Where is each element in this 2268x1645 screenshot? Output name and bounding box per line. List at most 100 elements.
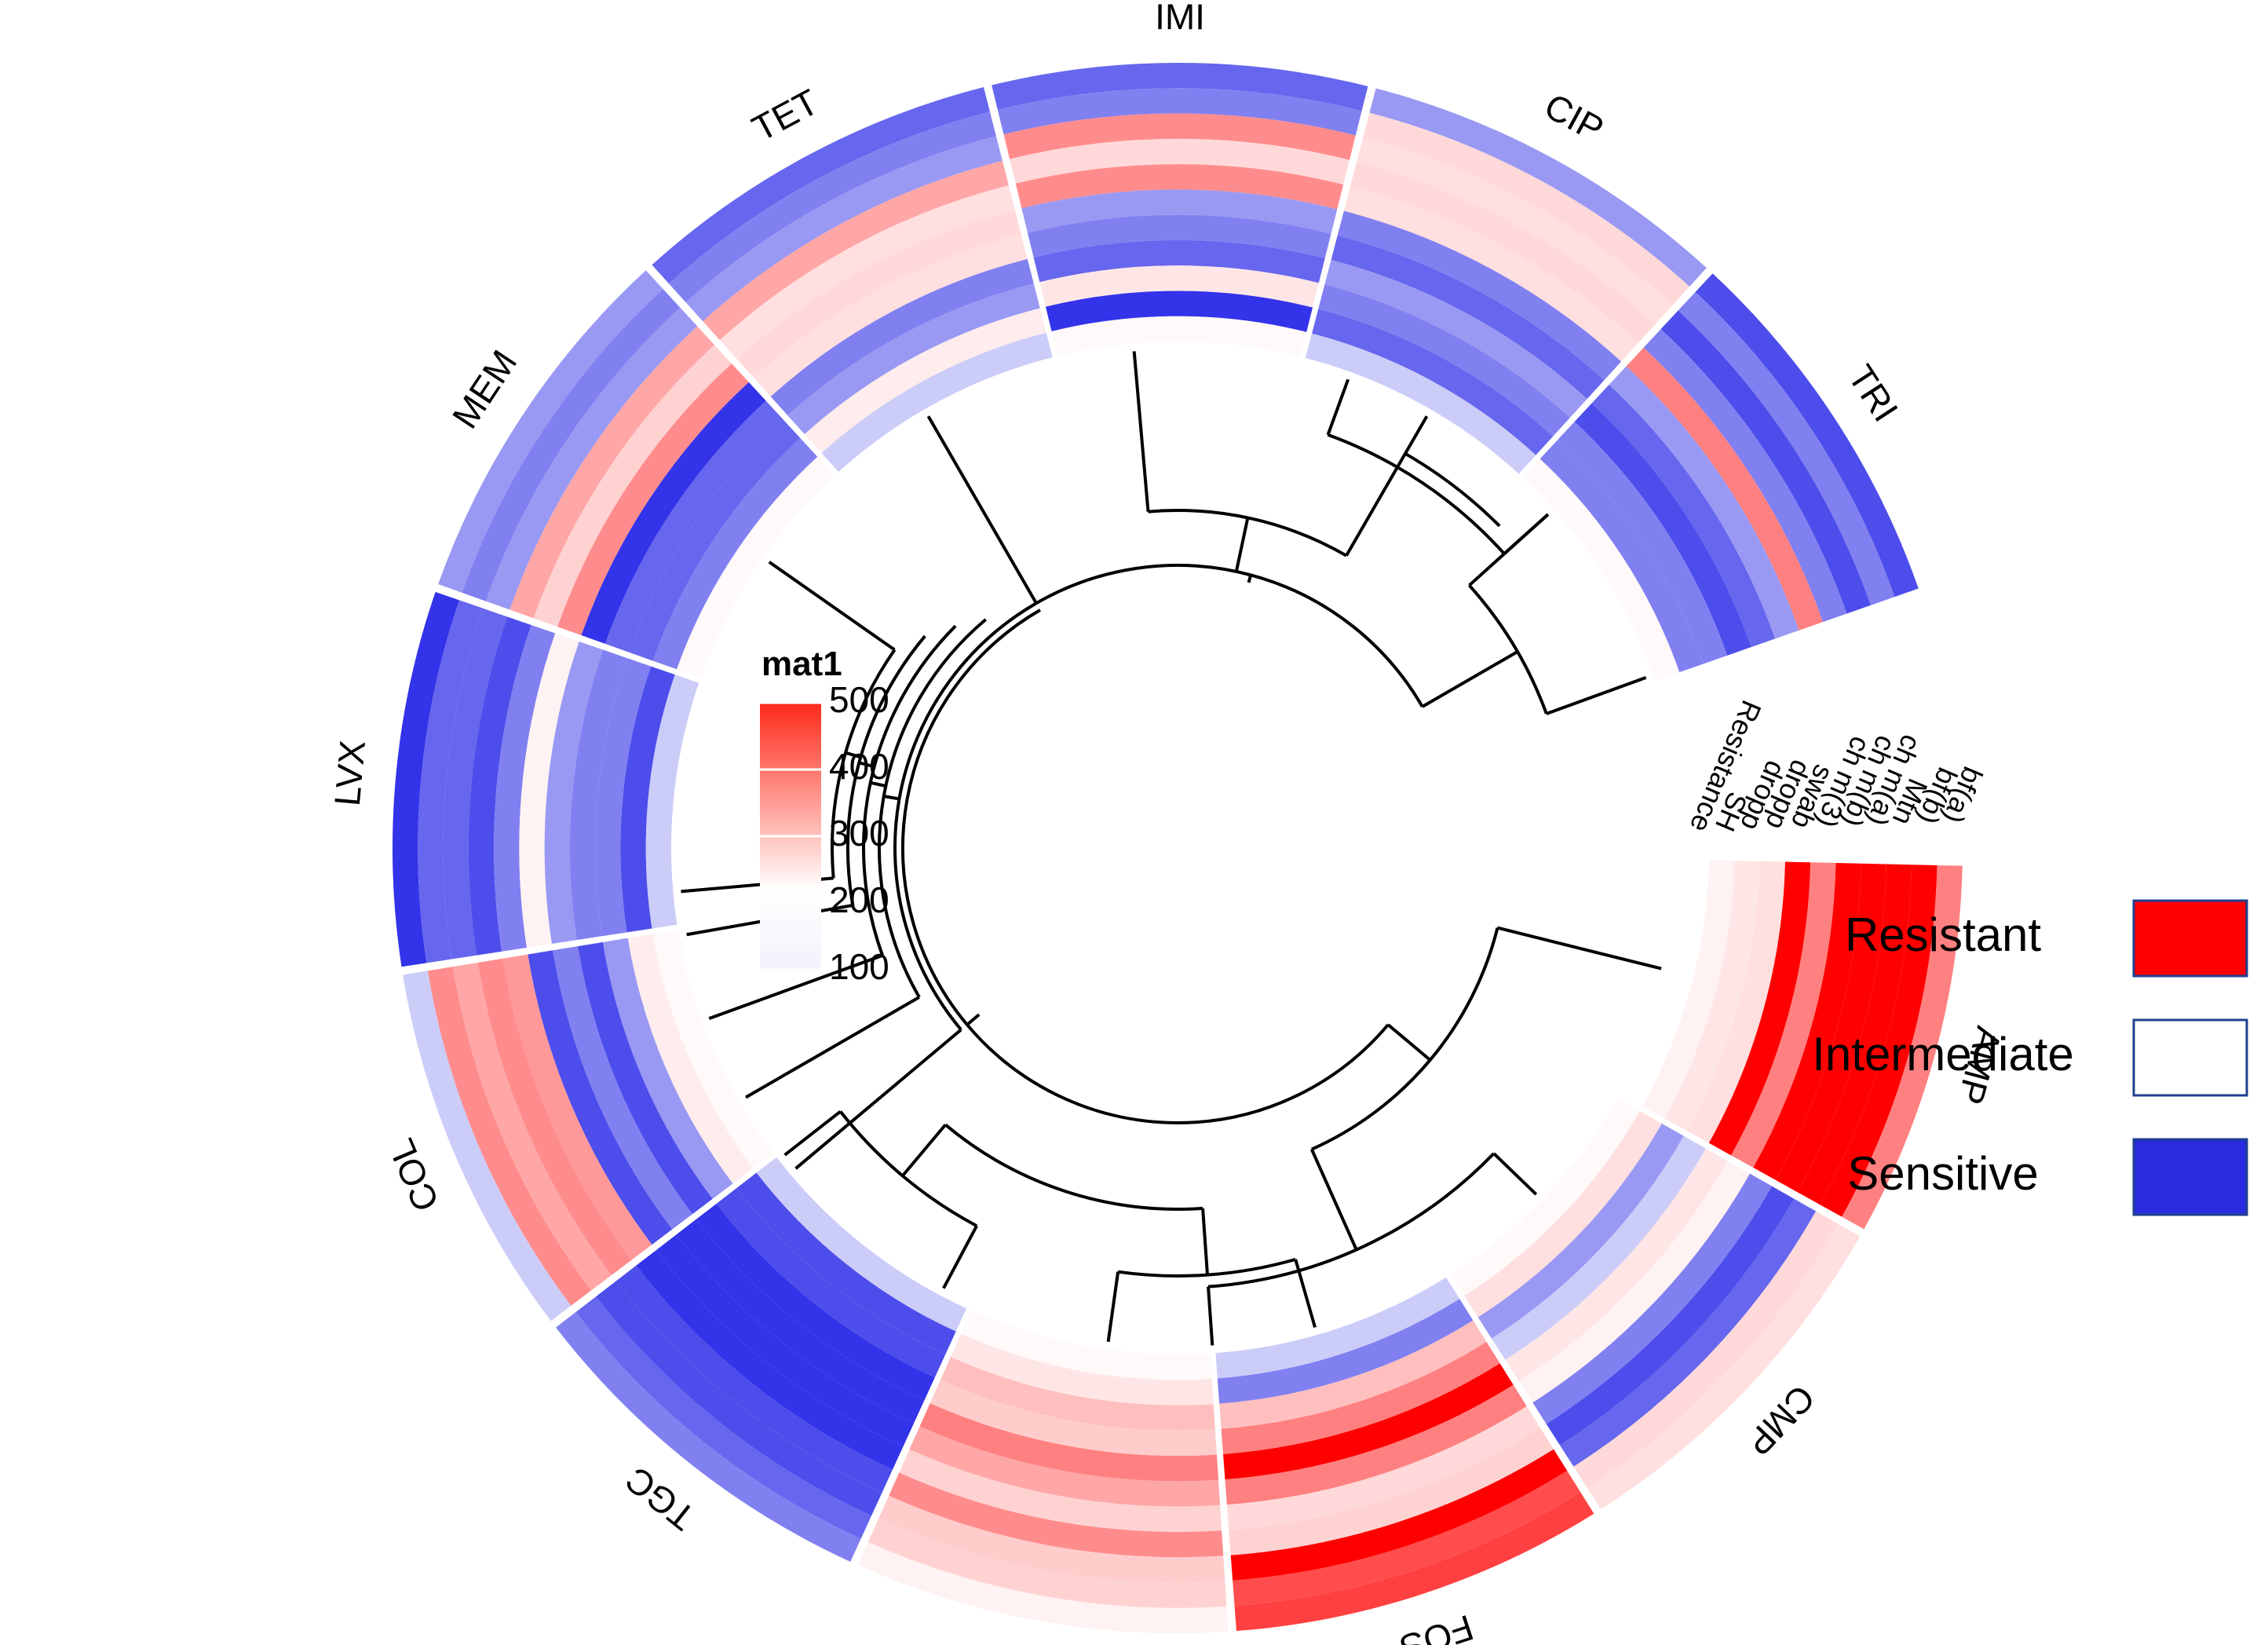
legend-swatch (2132, 1138, 2248, 1216)
heatmap-cell (1225, 1384, 1527, 1505)
heatmap-cell (1357, 137, 1673, 324)
dendrogram-branch (838, 1110, 978, 1227)
color-scale-tick-label: 100 (829, 946, 889, 987)
heatmap-cell (620, 666, 675, 933)
heatmap-cell (1626, 347, 1823, 631)
heatmap-cell (575, 1296, 872, 1539)
sector-label: IMI (1155, 0, 1205, 37)
legend-swatch (2132, 899, 2248, 978)
heatmap-cell (716, 1188, 946, 1378)
heatmap-cell (1686, 861, 1785, 1143)
heatmap-cell (1842, 865, 1963, 1230)
dendrogram-branch (870, 780, 886, 788)
heatmap-cell (929, 1380, 1217, 1457)
heatmap-cell (1574, 403, 1751, 656)
heatmap-cell (1229, 1427, 1554, 1555)
heatmap-cell (804, 308, 1046, 453)
heatmap-cell (438, 270, 663, 593)
heatmap-cell (1010, 138, 1350, 185)
heatmap-cell (676, 1219, 925, 1424)
dendrogram-branch (1234, 517, 1250, 572)
heatmap-cell (1003, 113, 1356, 160)
heatmap-cell (629, 419, 801, 661)
heatmap-cell (1546, 1186, 1795, 1446)
dendrogram-branch (1310, 1148, 1358, 1251)
dendrogram-branch (1386, 1023, 1432, 1062)
heatmap-cell (1642, 860, 1735, 1119)
heatmap-cell (756, 1157, 967, 1332)
heatmap-cell (602, 938, 733, 1199)
dendrogram-branch (845, 751, 861, 759)
dendrogram-branch (783, 1109, 842, 1157)
heatmap-cell (595, 658, 652, 937)
heatmap-cell (1324, 260, 1587, 418)
legend-label: Resistant (1845, 908, 2041, 961)
dendrogram-branch (1132, 351, 1150, 512)
legend-label: Sensitive (1847, 1147, 2038, 1200)
sector-label: CMP (1738, 1377, 1823, 1464)
heatmap-cell (509, 326, 715, 619)
color-scale-title: mat1 (761, 645, 842, 683)
heatmap-cell (596, 1281, 882, 1516)
heatmap-cell (736, 1172, 956, 1354)
heatmap-cell (645, 674, 699, 929)
heatmap-cell (652, 930, 774, 1168)
dendrogram-branch (1497, 926, 1662, 971)
heatmap-cell (719, 185, 1015, 360)
heatmap-cell (867, 1519, 1227, 1608)
heatmap-cell (604, 400, 783, 653)
heatmap-cell (951, 1333, 1214, 1406)
heatmap-cell (1532, 1173, 1773, 1424)
heatmap-cell (578, 941, 713, 1215)
heatmap-cell (1223, 1363, 1514, 1480)
heatmap-cell (1539, 440, 1704, 673)
heatmap-cell (427, 967, 592, 1306)
dendrogram (681, 351, 1662, 1346)
sector-label: COL (380, 1133, 447, 1217)
sector-label: TGC (618, 1459, 703, 1538)
heatmap-cell (494, 624, 556, 952)
heatmap-cell (443, 608, 508, 960)
dendrogram-branch (1421, 650, 1519, 708)
heatmap-cell (770, 258, 1034, 416)
heatmap-cell (1819, 865, 1937, 1217)
heatmap-cell (1221, 1341, 1500, 1454)
dendrogram-branch (901, 1124, 947, 1177)
dendrogram-branch (1035, 564, 1424, 708)
heatmap-cell (1573, 1211, 1839, 1488)
dendrogram-branch (1468, 513, 1550, 587)
sector-label: MEM (444, 342, 525, 435)
heatmap-cell (569, 649, 627, 941)
heatmap-cell (919, 1402, 1219, 1482)
heatmap-cell (1464, 1110, 1662, 1318)
sector-label: CIP (1538, 85, 1610, 149)
heatmap-cell (1331, 235, 1605, 400)
heatmap-cell (1591, 384, 1776, 648)
heatmap-cell (1233, 1471, 1581, 1607)
heatmap-cell (1450, 1098, 1640, 1296)
heatmap-cell (1731, 862, 1836, 1168)
heatmap-cell (1560, 1198, 1817, 1467)
sector-label: LVX (327, 739, 373, 808)
heatmap-cell (1234, 1492, 1594, 1632)
dendrogram-branch (1327, 433, 1506, 555)
heatmap-cell (477, 958, 632, 1275)
heatmap-cell (940, 1357, 1215, 1431)
dendrogram-branch (831, 649, 897, 879)
dendrogram-branch (1311, 927, 1499, 1151)
dendrogram-branch (926, 415, 1038, 605)
heatmap-cell (519, 633, 579, 948)
heatmap-cell (1015, 164, 1344, 210)
heatmap-cell (1033, 239, 1325, 283)
heatmap-cell (1505, 1148, 1728, 1382)
dendrogram-branch (1546, 675, 1647, 715)
dendrogram-branch (1345, 415, 1429, 557)
heatmap-cell (393, 591, 460, 967)
dendrogram-branch (1148, 509, 1347, 557)
heatmap-cell (992, 63, 1368, 111)
legend-label: Intermediate (1812, 1028, 2074, 1080)
dendrogram-branch (1404, 451, 1501, 528)
heatmap-cell (909, 1426, 1221, 1507)
heatmap-cell (533, 345, 732, 627)
